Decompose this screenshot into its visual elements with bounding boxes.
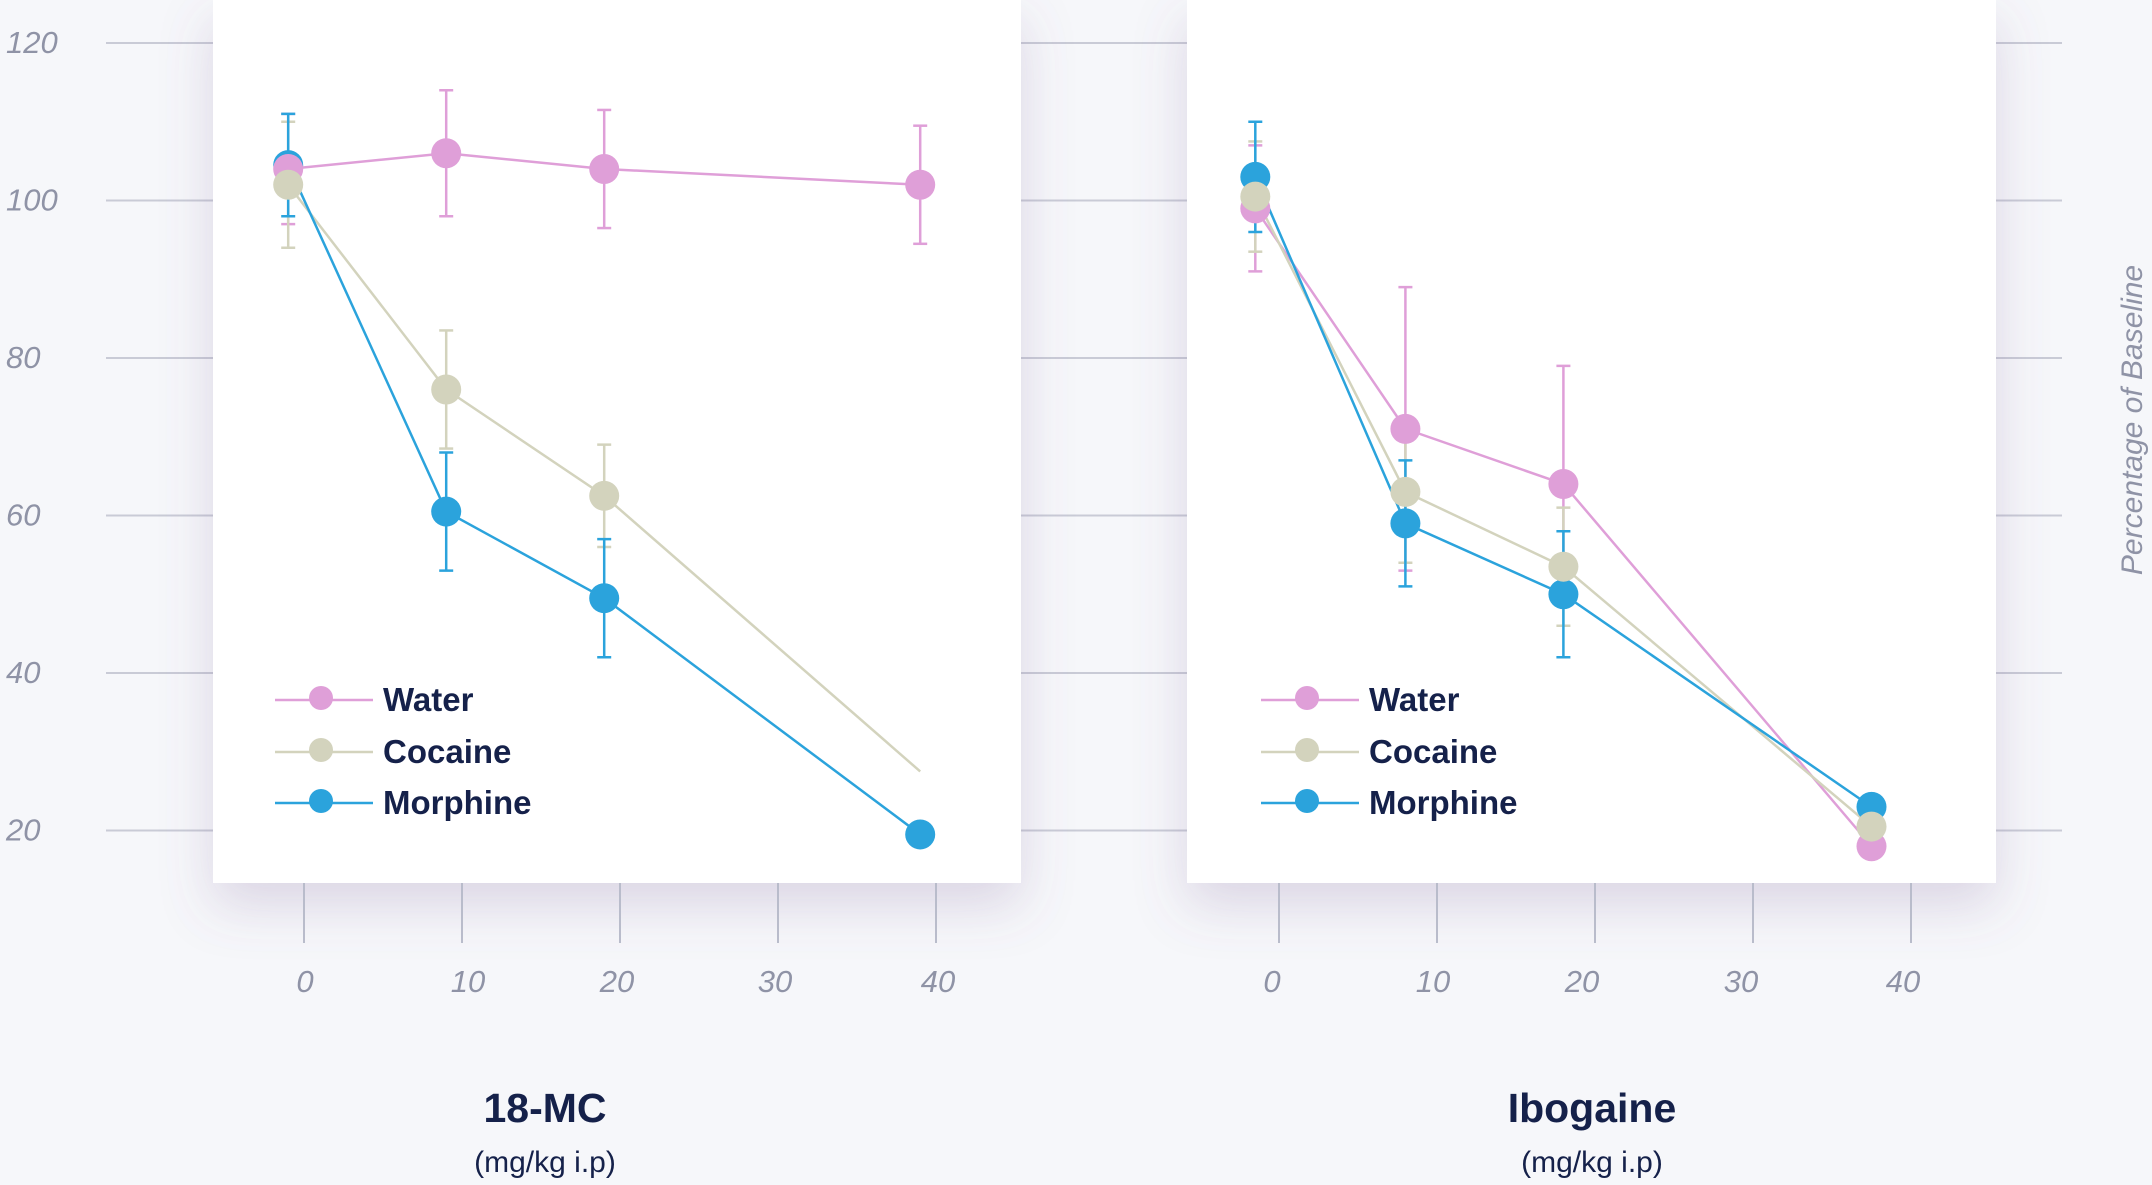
data-point (905, 819, 936, 850)
panel-subtitle: (mg/kg i.p) (1521, 1146, 1663, 1179)
legend: Water Cocaine Morphine (1261, 681, 1517, 821)
legend-marker (309, 738, 333, 762)
x-tick-label: 30 (758, 964, 792, 999)
panel-background (213, 0, 1021, 883)
data-point (1390, 476, 1421, 507)
y-tick-label: 40 (6, 655, 40, 690)
legend-label: Morphine (1369, 784, 1517, 821)
data-point (431, 374, 462, 405)
x-tick-label: 40 (1886, 964, 1920, 999)
series-line (1254, 207, 1873, 848)
x-tick-label: 20 (1564, 964, 1599, 999)
legend-marker (1295, 686, 1319, 710)
panel-title: 18-MC (483, 1085, 606, 1131)
x-tick-label: 20 (599, 964, 634, 999)
series-line (287, 164, 921, 836)
data-point (589, 583, 620, 614)
y-tick-label: 60 (6, 498, 40, 533)
data-point (589, 154, 620, 184)
x-tick-label: 10 (1416, 964, 1450, 999)
x-tick-label: 0 (1263, 964, 1280, 999)
markers-cocaine (273, 169, 620, 511)
legend-marker (1295, 789, 1319, 813)
panel-subtitle: (mg/kg i.p) (474, 1146, 616, 1179)
series-line (288, 151, 921, 186)
x-ticks: 0 10 20 30 40 (296, 883, 955, 999)
y-axis-label: Percentage of Baseline (2116, 265, 2149, 575)
x-tick-label: 10 (451, 964, 485, 999)
legend-label: Water (383, 681, 474, 718)
panel-title: Ibogaine (1508, 1085, 1677, 1131)
legend: Water Cocaine Morphine (275, 681, 531, 821)
x-tick-label: 0 (296, 964, 313, 999)
legend-label: Water (1369, 681, 1460, 718)
data-point (1390, 508, 1421, 539)
legend-label: Morphine (383, 784, 531, 821)
data-point (1548, 551, 1579, 582)
data-point (431, 496, 462, 527)
series-line (1254, 176, 1873, 808)
panel-1: 0 10 20 30 40 Water Cocaine Morphine 18-MC (mg/kg… (213, 0, 1021, 1179)
data-point (905, 169, 936, 200)
series-line (1254, 195, 1873, 828)
data-point (431, 138, 462, 169)
y-tick-label: 100 (6, 183, 58, 218)
legend-label: Cocaine (383, 733, 511, 770)
data-point (1548, 579, 1579, 610)
data-point (1390, 413, 1421, 444)
data-point (1856, 811, 1887, 842)
y-tick-label: 20 (5, 813, 40, 848)
x-tick-label: 40 (921, 964, 955, 999)
panel-background (1187, 0, 1996, 883)
legend-marker (309, 686, 333, 710)
y-tick-label: 80 (6, 340, 40, 375)
data-point (1240, 181, 1271, 212)
y-tick-labels: 120 100 80 60 40 20 (5, 25, 58, 848)
legend-marker (1295, 738, 1319, 762)
x-tick-label: 30 (1724, 964, 1758, 999)
data-point (273, 169, 304, 200)
data-point (589, 480, 620, 511)
data-point (1548, 469, 1579, 499)
y-tick-label: 120 (6, 25, 58, 60)
legend-label: Cocaine (1369, 733, 1497, 770)
markers-cocaine (1240, 181, 1887, 842)
x-ticks: 0 10 20 30 40 (1263, 883, 1920, 999)
legend-marker (309, 789, 333, 813)
series-line (287, 183, 922, 773)
panel-2: 0 10 20 30 40 Water Cocaine Morphine Ibogaine (mg… (1187, 0, 1996, 1179)
